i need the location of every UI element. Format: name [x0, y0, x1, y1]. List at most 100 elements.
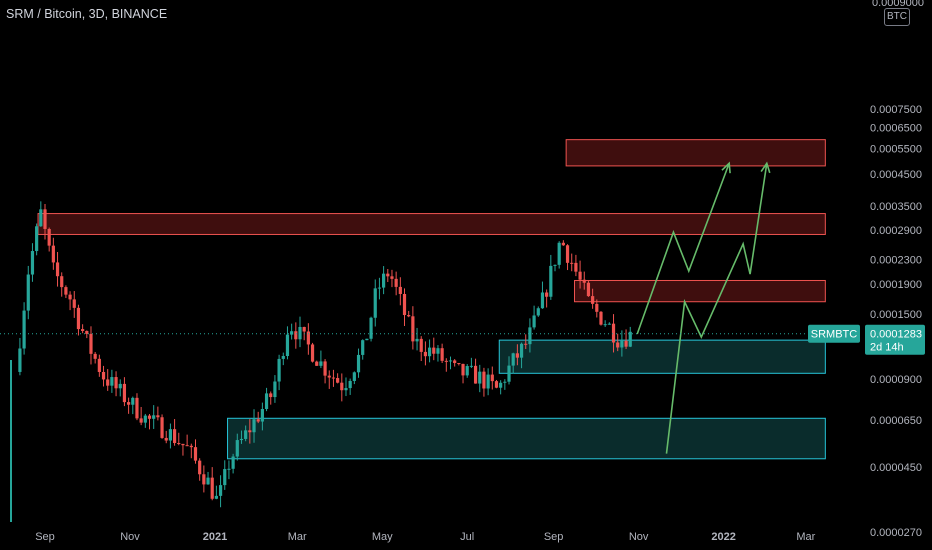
x-axis[interactable]: Sep Nov 2021 Mar May Jul Sep Nov 2022 Mar: [35, 531, 815, 543]
candle-112: [486, 374, 490, 389]
support-zone-4[interactable]: [227, 417, 826, 460]
candle-5: [39, 209, 43, 227]
candle-21: [106, 379, 110, 386]
candle-141: [607, 323, 611, 325]
candle-132: [570, 262, 574, 264]
x-tick-1: Nov: [120, 531, 140, 543]
y-tick-10: 0.0000650: [870, 415, 922, 427]
candle-7: [47, 228, 51, 246]
candle-48: [218, 485, 223, 496]
candle-8: [51, 245, 55, 263]
candle-123: [532, 315, 536, 328]
candle-13: [72, 299, 76, 308]
projection-path-1[interactable]: [665, 163, 768, 454]
candle-54: [244, 430, 248, 439]
y-tick-11: 0.0000450: [870, 462, 922, 474]
y-tick-12: 0.0000270: [870, 527, 922, 539]
candle-90: [394, 278, 398, 287]
candle-26: [127, 402, 131, 405]
candle-42: [193, 447, 198, 461]
candle-103: [448, 360, 453, 362]
candle-57: [256, 419, 260, 422]
projection-arrowhead-0: [721, 161, 731, 174]
candle-55: [248, 430, 252, 433]
y-tick-6: 0.0002300: [870, 254, 922, 266]
resistance-zone-1[interactable]: [37, 213, 826, 235]
candle-137: [591, 296, 595, 304]
candle-67: [298, 326, 302, 340]
x-tick-7: Nov: [629, 531, 649, 543]
candles-layer: [10, 201, 632, 522]
candle-49: [223, 469, 227, 486]
candle-77: [340, 382, 344, 391]
candle-37: [172, 429, 177, 444]
candle-95: [415, 338, 419, 342]
zones-layer: [37, 139, 826, 460]
top-clipped-tick: 0.0009000: [872, 0, 924, 9]
candle-30: [143, 415, 147, 423]
candle-33: [156, 415, 160, 418]
candle-92: [402, 293, 407, 316]
y-axis[interactable]: 0.0007500 0.0006500 0.0005500 0.0004500 0.00…: [870, 104, 922, 539]
candle-104: [453, 360, 457, 364]
candle-118: [511, 353, 515, 366]
candle-20: [101, 371, 106, 380]
candle-142: [611, 323, 616, 343]
candle-24: [118, 383, 122, 389]
candle-87: [382, 273, 386, 288]
last-price-tag: [865, 324, 925, 355]
currency-badge[interactable]: BTC: [884, 8, 910, 26]
candle-133: [574, 262, 578, 272]
candle-85: [373, 288, 377, 318]
candle-145: [624, 340, 628, 347]
projection-path-0[interactable]: [636, 163, 730, 335]
candle-9: [55, 262, 60, 277]
x-tick-3: Mar: [288, 531, 307, 543]
candle-25: [122, 383, 127, 403]
candle-128: [553, 264, 557, 266]
candle-144: [620, 340, 624, 348]
candle-3: [30, 251, 35, 275]
candle-69: [306, 331, 310, 345]
candle-51: [231, 456, 235, 469]
candle-19: [97, 358, 101, 372]
candle-15: [81, 329, 85, 331]
candle-80: [352, 372, 356, 381]
candle-81: [356, 354, 361, 373]
candle-53: [239, 438, 244, 441]
candle-12: [68, 294, 72, 300]
candle-31: [147, 415, 152, 419]
candle-39: [181, 443, 185, 446]
candle-63: [281, 356, 285, 359]
x-tick-8: 2022: [711, 531, 735, 543]
resistance-zone-0[interactable]: [565, 139, 826, 167]
candle-4: [35, 226, 39, 252]
candle-138: [595, 303, 599, 312]
candle-28: [135, 397, 139, 419]
x-tick-0: Sep: [35, 531, 55, 543]
candle-62: [277, 358, 281, 382]
candle-100: [436, 348, 440, 354]
candle-70: [310, 344, 315, 362]
last-price-text: 0.0001283: [870, 329, 922, 341]
candle-91: [398, 286, 402, 294]
candle-136: [586, 282, 591, 297]
candle-108: [469, 365, 473, 367]
candle-74: [327, 375, 331, 378]
candle-45: [206, 477, 210, 485]
candle-88: [386, 273, 390, 277]
candle-135: [582, 279, 586, 283]
resistance-zone-2[interactable]: [574, 279, 826, 303]
candle-64: [285, 334, 290, 357]
candle-35: [164, 437, 168, 441]
support-zone-3[interactable]: [498, 339, 826, 374]
x-tick-2: 2021: [203, 531, 227, 543]
projections-layer: [636, 161, 771, 454]
candle-94: [411, 316, 415, 342]
candle-143: [616, 342, 620, 348]
y-tick-8: 0.0001500: [870, 309, 922, 321]
candle-89: [390, 276, 394, 279]
candle-114: [494, 381, 499, 388]
